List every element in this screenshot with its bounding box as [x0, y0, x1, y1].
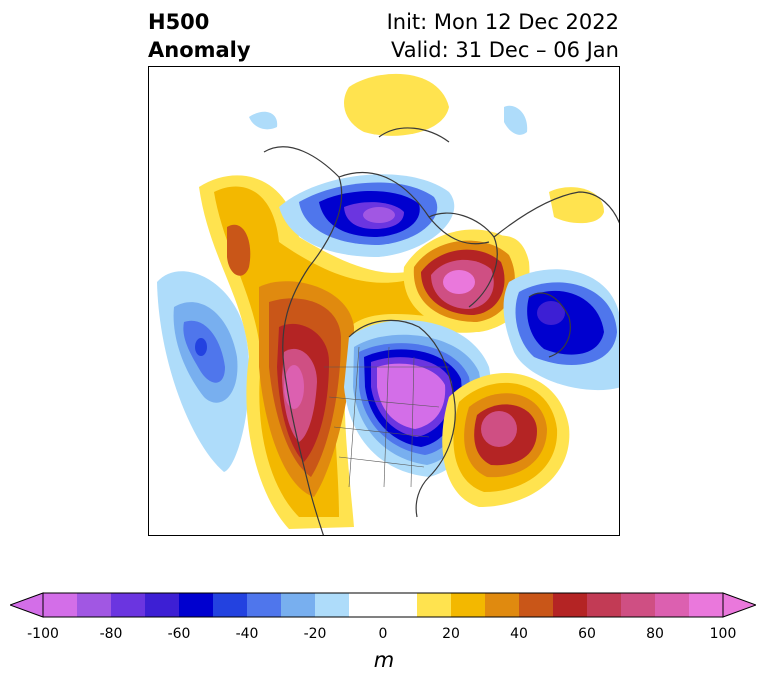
colorbar-extend-min — [10, 592, 44, 618]
title-line-anomaly: Anomaly — [148, 38, 251, 62]
anomaly-map — [148, 66, 620, 536]
colorbar-tick-label: 80 — [646, 626, 664, 642]
colorbar-segment — [383, 593, 418, 617]
colorbar-segment — [553, 593, 588, 617]
colorbar-segment — [621, 593, 656, 617]
colorbar-tick-label: 0 — [378, 626, 388, 642]
colorbar-extend-max — [722, 592, 756, 618]
colorbar-outline — [42, 592, 724, 618]
colorbar-tick-label: -40 — [235, 626, 259, 642]
colorbar-unit: m — [373, 648, 395, 672]
europe-trough — [503, 269, 619, 390]
colorbar-segment — [451, 593, 486, 617]
colorbar-segment — [315, 593, 350, 617]
valid-range: Valid: 31 Dec – 06 Jan — [390, 38, 619, 62]
colorbar-segment — [655, 593, 690, 617]
colorbar-segment — [43, 593, 78, 617]
colorbar-tick-label: 40 — [510, 626, 528, 642]
colorbar-tick-label: -100 — [27, 626, 59, 642]
colorbar-segment — [111, 593, 146, 617]
borders — [324, 346, 449, 488]
colorbar-tick-label: 100 — [709, 626, 737, 642]
colorbar-tick-label: -60 — [167, 626, 191, 642]
southeast-ridge — [442, 373, 570, 507]
colorbar-tick-label: 20 — [442, 626, 460, 642]
colorbar-segment — [77, 593, 112, 617]
chart-title-left: H500 Anomaly — [148, 8, 251, 64]
colorbar-segment — [213, 593, 248, 617]
colorbar-segments — [43, 593, 724, 617]
colorbar-segment — [145, 593, 180, 617]
colorbar — [10, 592, 756, 618]
coastlines — [263, 127, 619, 535]
chart-title-right: Init: Mon 12 Dec 2022 Valid: 31 Dec – 06… — [387, 8, 619, 64]
title-line-h500: H500 — [148, 10, 210, 34]
colorbar-tick-label: -80 — [99, 626, 123, 642]
colorbar-segment — [247, 593, 282, 617]
init-date: Init: Mon 12 Dec 2022 — [386, 10, 619, 34]
colorbar-segment — [519, 593, 554, 617]
colorbar-segment — [349, 593, 384, 617]
north-ridge — [249, 73, 604, 224]
colorbar-segment — [689, 593, 724, 617]
colorbar-tick-label: 60 — [578, 626, 596, 642]
colorbar-segment — [179, 593, 214, 617]
colorbar-segment — [281, 593, 316, 617]
colorbar-segment — [417, 593, 452, 617]
colorbar-tick-label: -20 — [303, 626, 327, 642]
atlantic-ridge — [403, 229, 527, 332]
map-canvas — [157, 73, 619, 535]
colorbar-segment — [485, 593, 520, 617]
colorbar-segment — [587, 593, 622, 617]
pacific-trough — [157, 271, 250, 472]
